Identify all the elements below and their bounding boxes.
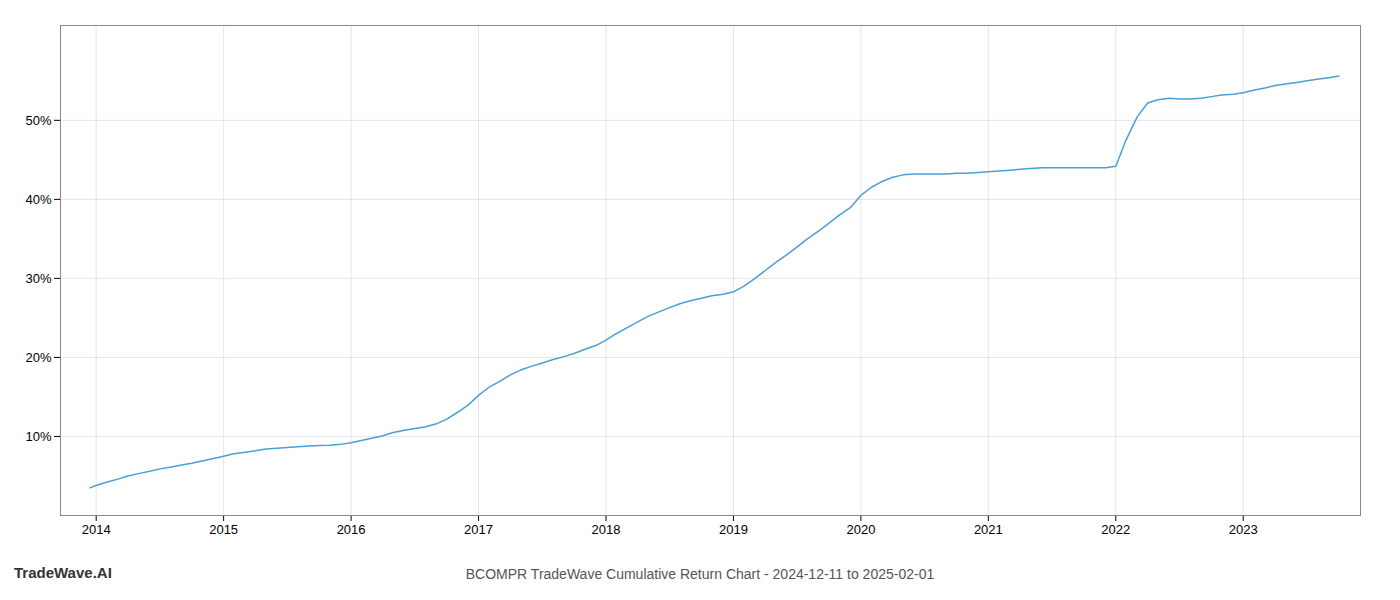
svg-text:2016: 2016 [337,522,366,537]
svg-text:30%: 30% [25,271,51,286]
svg-text:2019: 2019 [719,522,748,537]
html-text:BCOMPR TradeWave Cumulative Re: BCOMPR TradeWave Cumulative Return Chart… [465,566,935,582]
svg-text:2014: 2014 [82,522,111,537]
svg-text:10%: 10% [25,429,51,444]
svg-text:2023: 2023 [1229,522,1258,537]
svg-text:20%: 20% [25,350,51,365]
svg-text:2015: 2015 [209,522,238,537]
svg-text:2020: 2020 [846,522,875,537]
svg-text:40%: 40% [25,192,51,207]
svg-text:2022: 2022 [1101,522,1130,537]
html-text:TradeWave.AI: TradeWave.AI [14,564,112,581]
svg-text:50%: 50% [25,112,51,127]
svg-text:2018: 2018 [592,522,621,537]
svg-text:2021: 2021 [974,522,1003,537]
svg-text:2017: 2017 [464,522,493,537]
